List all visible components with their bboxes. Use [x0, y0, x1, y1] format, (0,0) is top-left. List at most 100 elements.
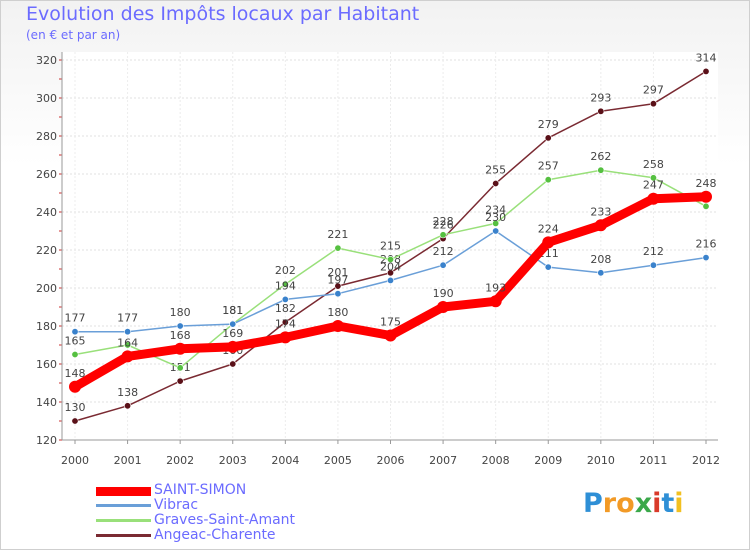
y-tick-label: 120 — [36, 434, 57, 447]
data-label: 247 — [643, 179, 664, 192]
data-point — [121, 350, 134, 363]
x-tick-label: 2011 — [639, 454, 667, 467]
y-tick-label: 320 — [36, 54, 57, 67]
logo-letter: P — [583, 488, 603, 519]
data-point — [226, 340, 239, 353]
data-point — [334, 282, 342, 290]
data-label: 194 — [275, 279, 296, 292]
data-point — [71, 328, 79, 336]
data-label: 255 — [485, 164, 506, 177]
data-label: 208 — [590, 253, 611, 266]
data-point — [594, 219, 607, 232]
y-tick-label: 260 — [36, 168, 57, 181]
logo-letter: x — [634, 488, 653, 519]
y-tick-label: 280 — [36, 130, 57, 143]
data-label: 224 — [538, 222, 559, 235]
data-label: 234 — [485, 203, 506, 216]
data-label: 165 — [65, 335, 86, 348]
x-tick-label: 2007 — [429, 454, 457, 467]
data-label: 180 — [170, 306, 191, 319]
data-point — [597, 269, 605, 277]
x-tick-label: 2005 — [324, 454, 352, 467]
x-tick-label: 2000 — [61, 454, 89, 467]
data-point — [702, 67, 710, 75]
chart-subtitle: (en € et par an) — [26, 28, 121, 42]
data-point — [492, 219, 500, 227]
data-label: 180 — [327, 306, 348, 319]
data-label: 130 — [65, 401, 86, 414]
data-point — [124, 402, 132, 410]
data-point — [124, 341, 132, 349]
data-point — [542, 236, 555, 249]
data-label: 215 — [380, 240, 401, 253]
legend-label-saint-simon: SAINT-SIMON — [154, 482, 247, 498]
data-point — [386, 269, 394, 277]
data-point — [649, 100, 657, 108]
data-point — [649, 261, 657, 269]
data-label: 177 — [65, 312, 86, 325]
data-label: 190 — [433, 287, 454, 300]
data-point — [124, 328, 132, 336]
legend-swatch-vibrac — [96, 504, 151, 507]
data-point — [176, 377, 184, 385]
data-label: 168 — [170, 329, 191, 342]
data-point — [386, 276, 394, 284]
data-point — [700, 190, 712, 203]
y-tick-label: 200 — [36, 282, 57, 295]
data-point — [281, 295, 289, 303]
data-label: 182 — [275, 302, 296, 315]
data-point — [647, 192, 660, 205]
data-point — [334, 244, 342, 252]
data-label: 164 — [117, 336, 138, 349]
legend-swatch-saint-simon — [96, 487, 151, 496]
x-tick-label: 2003 — [219, 454, 247, 467]
legend-label-graves-saint-amant: Graves-Saint-Amant — [154, 512, 296, 528]
data-label: 212 — [433, 245, 454, 258]
data-point — [71, 350, 79, 358]
data-label: 193 — [485, 281, 506, 294]
data-point — [492, 227, 500, 235]
data-point — [281, 280, 289, 288]
logo-letter: i — [652, 488, 662, 519]
legend-swatch-angeac-charente — [96, 534, 151, 537]
data-label: 202 — [275, 264, 296, 277]
data-point — [229, 320, 237, 328]
logo-letter: i — [674, 488, 684, 519]
data-point — [597, 107, 605, 115]
x-tick-label: 2002 — [166, 454, 194, 467]
data-point — [544, 176, 552, 184]
data-point — [544, 263, 552, 271]
x-tick-label: 2010 — [587, 454, 615, 467]
x-tick-label: 2001 — [114, 454, 142, 467]
data-label: 258 — [643, 158, 664, 171]
data-point — [281, 318, 289, 326]
y-tick-label: 160 — [36, 358, 57, 371]
y-tick-label: 180 — [36, 320, 57, 333]
data-point — [229, 360, 237, 368]
data-label: 148 — [65, 367, 86, 380]
x-tick-label: 2012 — [692, 454, 720, 467]
data-label: 212 — [643, 245, 664, 258]
data-point — [597, 166, 605, 174]
data-point — [334, 290, 342, 298]
data-point — [384, 329, 397, 342]
data-label: 248 — [696, 177, 717, 190]
data-label: 216 — [696, 238, 717, 251]
x-tick-label: 2004 — [271, 454, 299, 467]
chart-title: Evolution des Impôts locaux par Habitant — [26, 3, 420, 25]
data-label: 314 — [696, 51, 717, 64]
data-point — [174, 342, 187, 355]
y-tick-label: 300 — [36, 92, 57, 105]
y-tick-label: 140 — [36, 396, 57, 409]
logo-letter: r — [602, 488, 617, 519]
data-label: 138 — [117, 386, 138, 399]
data-label: 297 — [643, 84, 664, 97]
data-label: 279 — [538, 118, 559, 131]
data-label: 221 — [327, 228, 348, 241]
data-label: 257 — [538, 160, 559, 173]
logo-letter: o — [616, 488, 635, 519]
data-point — [176, 322, 184, 330]
data-point — [437, 301, 450, 313]
data-point — [439, 261, 447, 269]
